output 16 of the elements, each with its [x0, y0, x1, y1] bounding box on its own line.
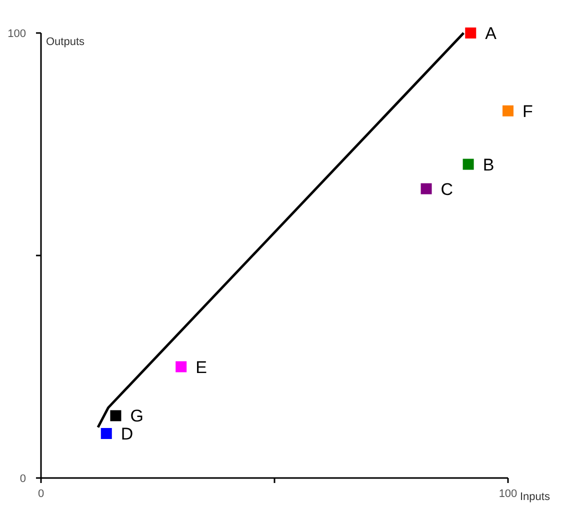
x-axis-title: Inputs [520, 491, 550, 503]
series-label: B [482, 155, 494, 174]
point [100, 428, 112, 439]
series-label: A [485, 24, 498, 44]
series-label: E [196, 358, 207, 377]
point [465, 28, 476, 38]
series-label: D [120, 424, 134, 444]
series-label: F [522, 102, 533, 121]
y-axis-title: Outputs [46, 36, 86, 48]
point [502, 105, 514, 116]
series-label: C [440, 180, 454, 199]
point [462, 158, 474, 170]
point [420, 183, 432, 194]
series-label: G [130, 406, 144, 426]
point [176, 361, 187, 372]
point [110, 410, 122, 422]
